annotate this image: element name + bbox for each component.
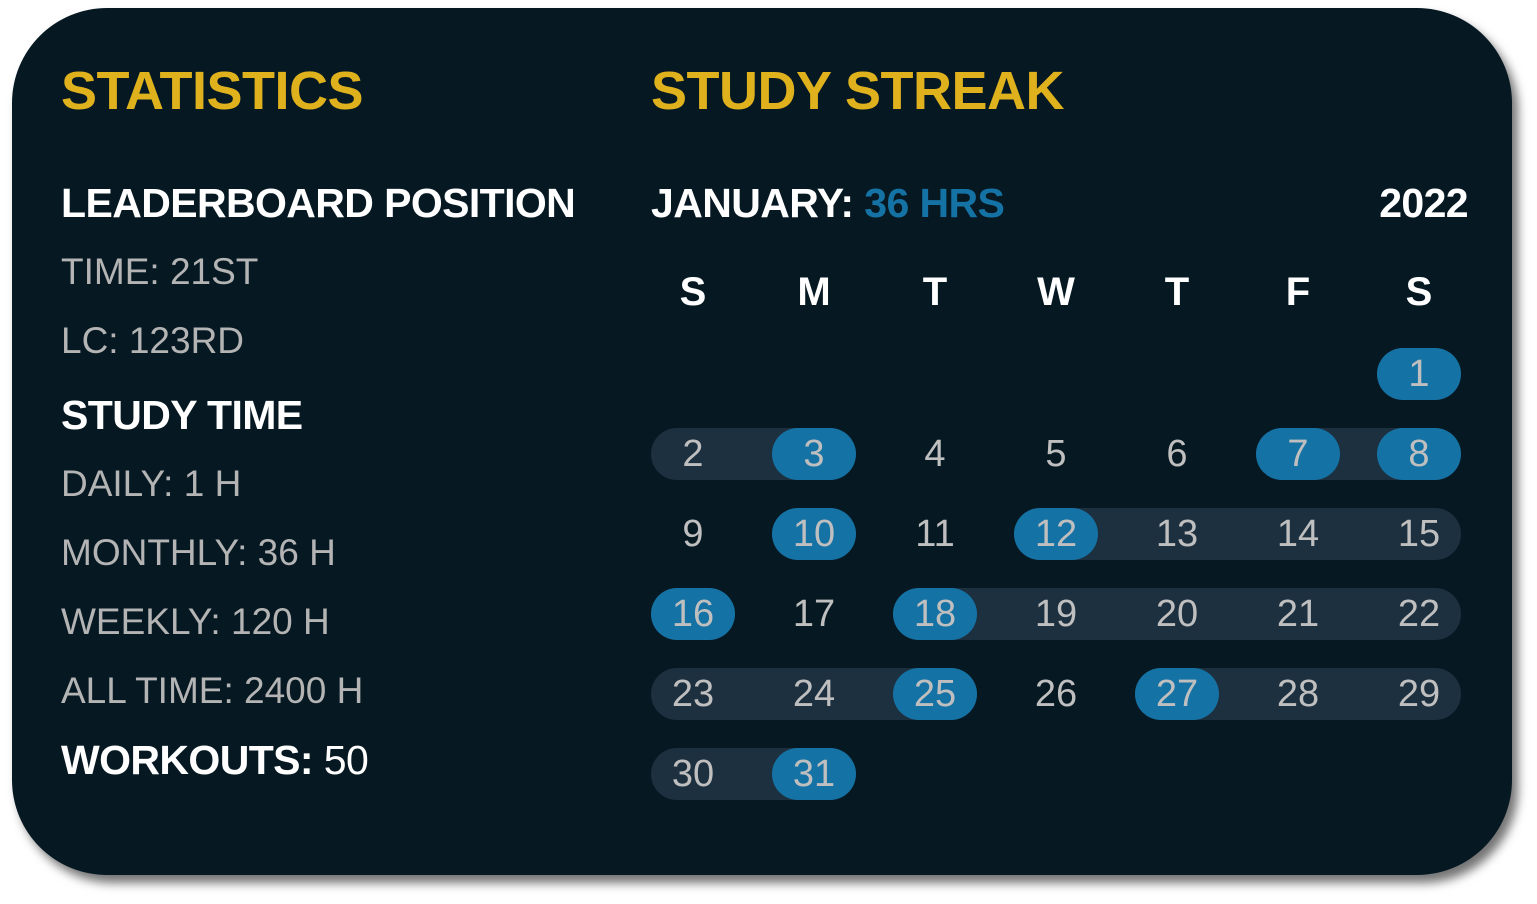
calendar-day-12[interactable]: 12 bbox=[1034, 513, 1078, 555]
weekday-header: S bbox=[679, 270, 707, 314]
calendar-day-10[interactable]: 10 bbox=[792, 513, 836, 555]
calendar-day-7[interactable]: 7 bbox=[1287, 433, 1309, 475]
calendar-day-20[interactable]: 20 bbox=[1155, 593, 1199, 635]
month-label: JANUARY: bbox=[651, 180, 854, 226]
highlighted-day-marker bbox=[893, 668, 977, 720]
study-streak-title: STUDY STREAK bbox=[651, 61, 1065, 121]
calendar-day-24[interactable]: 24 bbox=[792, 673, 836, 715]
calendar-day-18[interactable]: 18 bbox=[913, 593, 957, 635]
calendar-day-11[interactable]: 11 bbox=[915, 513, 955, 555]
calendar-day-2[interactable]: 2 bbox=[682, 433, 704, 475]
calendar-day-26[interactable]: 26 bbox=[1034, 673, 1078, 715]
calendar-day-22[interactable]: 22 bbox=[1397, 593, 1441, 635]
workouts-value: 50 bbox=[312, 737, 369, 783]
year-label: 2022 bbox=[1379, 180, 1468, 226]
study-all-time: ALL TIME: 2400 H bbox=[61, 670, 364, 711]
highlighted-day-marker bbox=[1135, 668, 1219, 720]
calendar-day-9[interactable]: 9 bbox=[682, 513, 704, 555]
highlighted-day-marker bbox=[1256, 428, 1340, 480]
highlighted-day-marker bbox=[893, 588, 977, 640]
calendar-day-29[interactable]: 29 bbox=[1397, 673, 1441, 715]
calendar-day-17[interactable]: 17 bbox=[792, 593, 836, 635]
month-summary: JANUARY: 36 HRS bbox=[651, 180, 1005, 227]
streak-range bbox=[893, 588, 1461, 640]
calendar-day-30[interactable]: 30 bbox=[671, 753, 715, 795]
calendar-day-15[interactable]: 15 bbox=[1397, 513, 1441, 555]
calendar-day-25[interactable]: 25 bbox=[913, 673, 957, 715]
leaderboard-heading: LEADERBOARD POSITION bbox=[61, 180, 576, 226]
workouts-label: WORKOUTS: bbox=[61, 737, 314, 783]
calendar-day-21[interactable]: 21 bbox=[1276, 593, 1320, 635]
calendar-day-31[interactable]: 31 bbox=[792, 753, 836, 795]
calendar-day-8[interactable]: 8 bbox=[1408, 433, 1430, 475]
weekday-header: S bbox=[1405, 270, 1433, 314]
study-time-heading: STUDY TIME bbox=[61, 392, 303, 438]
calendar-day-1[interactable]: 1 bbox=[1408, 353, 1430, 395]
calendar-day-5[interactable]: 5 bbox=[1045, 433, 1067, 475]
calendar-day-28[interactable]: 28 bbox=[1276, 673, 1320, 715]
calendar-day-6[interactable]: 6 bbox=[1166, 433, 1188, 475]
calendar-day-4[interactable]: 4 bbox=[924, 433, 946, 475]
workouts: WORKOUTS: 50 bbox=[61, 737, 369, 784]
stats-card: STATISTICS LEADERBOARD POSITION TIME: 21… bbox=[12, 8, 1512, 875]
study-daily: DAILY: 1 H bbox=[61, 463, 242, 504]
highlighted-day-marker bbox=[772, 508, 856, 560]
study-weekly: WEEKLY: 120 H bbox=[61, 601, 330, 642]
highlighted-day-marker bbox=[651, 588, 735, 640]
highlighted-day-marker bbox=[1014, 508, 1098, 560]
calendar-day-3[interactable]: 3 bbox=[803, 433, 825, 475]
weekday-header: W bbox=[1037, 270, 1075, 314]
month-hours: 36 HRS bbox=[853, 180, 1005, 226]
calendar-day-23[interactable]: 23 bbox=[671, 673, 715, 715]
weekday-header: T bbox=[922, 270, 948, 314]
weekday-header: F bbox=[1285, 270, 1311, 314]
leaderboard-lc: LC: 123RD bbox=[61, 320, 245, 361]
weekday-header: M bbox=[797, 270, 831, 314]
calendar-day-19[interactable]: 19 bbox=[1034, 593, 1078, 635]
weekday-header: T bbox=[1164, 270, 1190, 314]
highlighted-day-marker bbox=[1377, 348, 1461, 400]
calendar-day-14[interactable]: 14 bbox=[1276, 513, 1320, 555]
highlighted-day-marker bbox=[772, 428, 856, 480]
statistics-title: STATISTICS bbox=[61, 61, 364, 121]
highlighted-day-marker bbox=[1377, 428, 1461, 480]
highlighted-day-marker bbox=[772, 748, 856, 800]
leaderboard-time: TIME: 21ST bbox=[61, 251, 259, 292]
calendar-day-13[interactable]: 13 bbox=[1155, 513, 1199, 555]
study-monthly: MONTHLY: 36 H bbox=[61, 532, 336, 573]
calendar-day-16[interactable]: 16 bbox=[671, 593, 715, 635]
calendar-day-27[interactable]: 27 bbox=[1155, 673, 1199, 715]
